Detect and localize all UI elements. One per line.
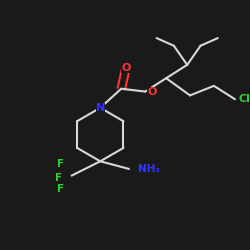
Text: F: F — [56, 184, 64, 194]
Text: N: N — [96, 103, 105, 113]
Text: F: F — [55, 172, 62, 182]
Text: O: O — [121, 63, 131, 73]
Text: NH₂: NH₂ — [138, 164, 160, 174]
Text: Cl: Cl — [239, 94, 250, 104]
Text: O: O — [147, 86, 156, 97]
Text: F: F — [56, 159, 64, 169]
